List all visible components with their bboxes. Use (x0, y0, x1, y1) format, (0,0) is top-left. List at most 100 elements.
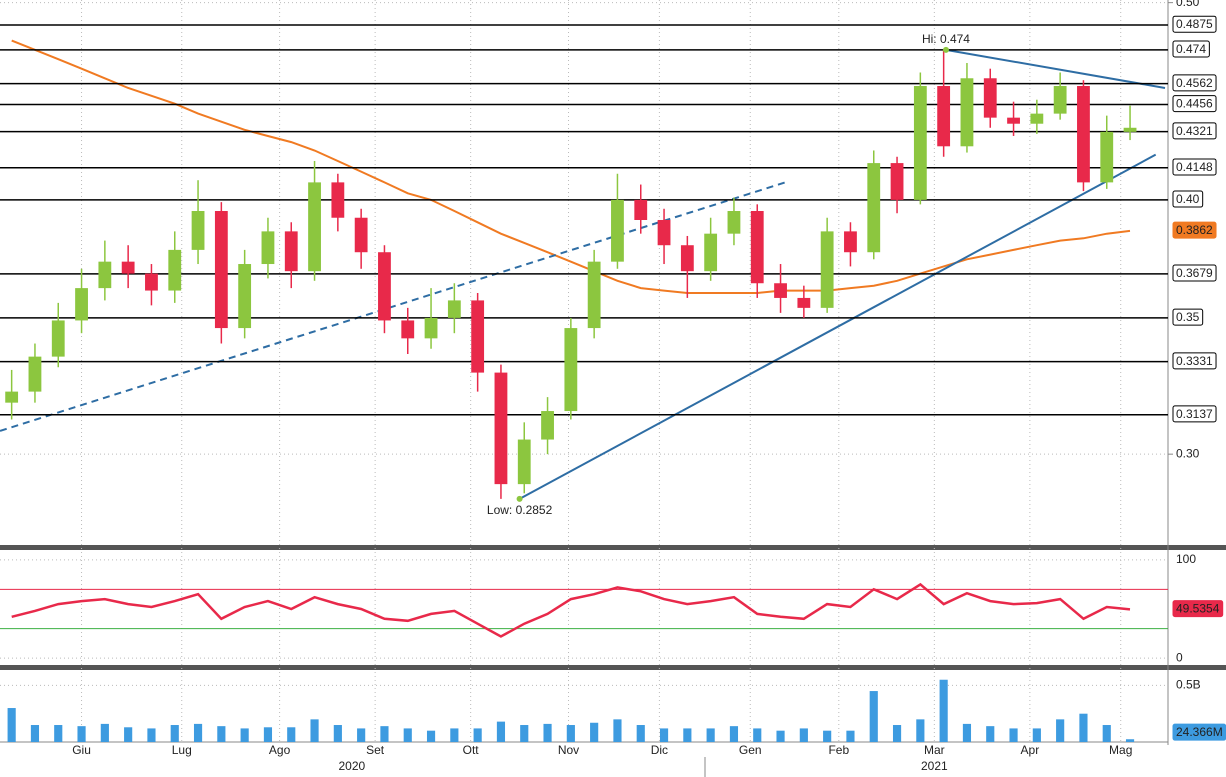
candle-body (1123, 127, 1137, 132)
volume-bar (823, 730, 832, 742)
label-box (1172, 40, 1210, 58)
volume-bar (54, 725, 63, 742)
candle-body (28, 356, 42, 392)
x-tick-label: Feb (828, 743, 849, 757)
candle-body (890, 163, 904, 200)
level-label: 0.35 (1176, 310, 1200, 324)
volume-bar (613, 719, 622, 742)
annotation-point (516, 495, 523, 502)
volume-bar (403, 728, 412, 742)
candle-body (867, 163, 881, 253)
candle-body (1030, 113, 1044, 124)
candle-body (983, 78, 997, 118)
level-label: 0.4456 (1176, 97, 1213, 111)
trendline (519, 153, 1157, 500)
volume-bar (193, 723, 203, 742)
volume-bar (1102, 725, 1111, 742)
volume-bar (1056, 719, 1065, 742)
volume-bar (753, 728, 762, 742)
volume-bar (380, 726, 389, 742)
volume-bar (683, 728, 692, 742)
candle-body (494, 372, 508, 485)
candle-body (121, 261, 135, 274)
candle-body (471, 300, 485, 373)
trendline (945, 48, 1166, 89)
annotation: Hi: 0.474 (922, 32, 970, 46)
label-box (1172, 74, 1217, 92)
label-box (1172, 95, 1217, 113)
annotation: Low: 0.2852 (487, 503, 553, 517)
volume-bar (590, 722, 599, 742)
volume-bar (147, 728, 156, 742)
volume-bar (939, 679, 948, 742)
level-label: 0.4148 (1176, 160, 1213, 174)
candle-body (51, 320, 65, 357)
candle-body (587, 261, 601, 329)
candle-body (913, 86, 927, 200)
label-box (1172, 352, 1217, 370)
candle-body (261, 231, 275, 265)
candle-body (238, 264, 252, 329)
volume-bar (659, 728, 669, 742)
candle-body (611, 199, 624, 262)
x-tick-label: Dic (651, 743, 668, 757)
volume-bar (7, 708, 16, 742)
label-box (1172, 158, 1217, 176)
x-tick-label: Ago (269, 743, 291, 757)
x-tick-label: Set (366, 743, 385, 757)
candle-body (750, 211, 764, 284)
volume-bar (287, 727, 296, 742)
x-tick-label: Ott (463, 743, 480, 757)
candle-body (191, 211, 205, 250)
volume-bar (1125, 739, 1135, 742)
label-box (1172, 122, 1217, 140)
y-tick-label: 0.50 (1176, 0, 1200, 9)
candle-body (5, 391, 19, 403)
volume-bar (543, 723, 552, 742)
volume-bar (869, 691, 878, 742)
rsi-last-label: 49.5354 (1176, 602, 1220, 616)
volume-bar (916, 719, 925, 742)
volume-bar (706, 728, 715, 742)
volume-bar (77, 726, 86, 742)
volume-bar (310, 719, 319, 742)
level-label: 0.474 (1176, 42, 1206, 56)
candle-body (98, 261, 112, 289)
panel-divider (0, 545, 1226, 550)
volume-bar (846, 730, 855, 742)
level-label: 0.4562 (1176, 76, 1213, 90)
volume-bar (1032, 728, 1041, 742)
trendline (0, 181, 786, 432)
label-box (1172, 264, 1217, 282)
level-label: 0.4875 (1176, 17, 1213, 31)
volume-tick-label: 0.5B (1176, 678, 1201, 692)
candle-body (960, 78, 974, 147)
year-label: 2021 (921, 759, 948, 773)
candle-body (564, 328, 578, 412)
moving-average (11, 39, 1131, 294)
candle-body (517, 439, 531, 485)
candle-body (797, 297, 811, 308)
level-label: 0.3137 (1176, 407, 1213, 421)
rsi-tick-label: 0 (1176, 650, 1183, 664)
candle-body (378, 252, 391, 321)
volume-bar (799, 728, 808, 742)
volume-bar (217, 726, 226, 742)
candle-body (1100, 131, 1114, 183)
candle-body (634, 199, 648, 220)
x-tick-label: Apr (1021, 743, 1040, 757)
candle-body (284, 231, 298, 272)
candle-body (704, 233, 718, 272)
volume-bar (496, 721, 506, 742)
volume-bar (776, 730, 785, 742)
candle-body (844, 231, 857, 253)
label-box (1172, 405, 1217, 423)
candle-body (424, 317, 438, 339)
volume-bar (263, 727, 273, 742)
candle-body (727, 211, 741, 234)
candle-body (145, 273, 158, 291)
label-box (1172, 308, 1204, 326)
level-label: 0.3679 (1176, 266, 1213, 280)
candle-body (168, 249, 182, 291)
rsi-line (11, 582, 1131, 638)
